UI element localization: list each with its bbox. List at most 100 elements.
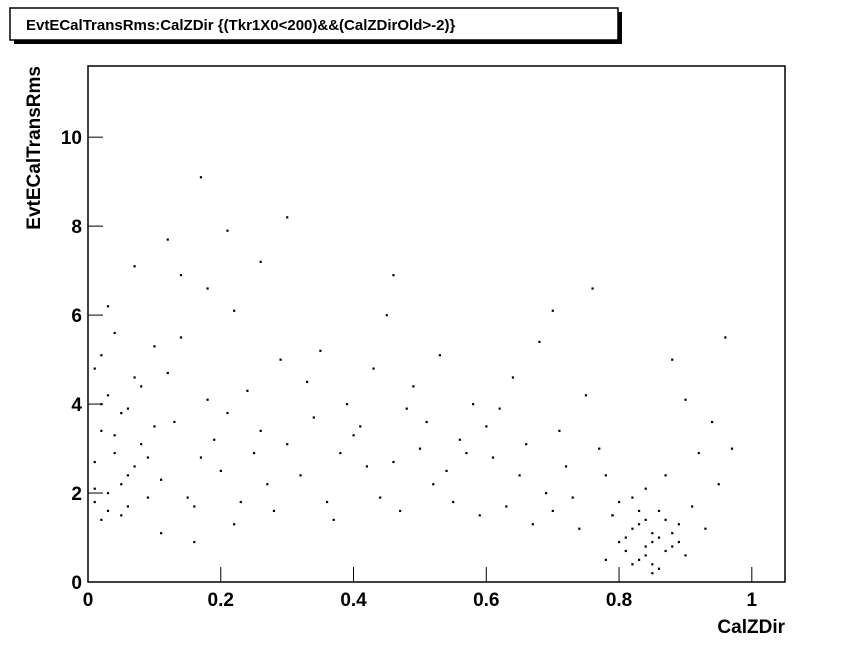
x-axis-label: CalZDir — [717, 617, 785, 638]
point — [259, 260, 262, 263]
point — [319, 349, 322, 352]
point — [618, 540, 621, 544]
point — [193, 540, 196, 544]
point — [233, 523, 236, 526]
x-tick-label: 0 — [83, 590, 94, 611]
point — [325, 500, 329, 504]
point — [525, 443, 528, 446]
point — [246, 389, 249, 392]
point — [392, 274, 395, 277]
point — [93, 460, 96, 464]
point — [100, 354, 103, 357]
point — [664, 549, 667, 553]
point — [120, 411, 123, 415]
point — [206, 287, 209, 290]
point — [153, 345, 156, 348]
title-box — [9, 7, 619, 41]
point — [644, 554, 647, 557]
chart-title: EvtECalTransRms:CalZDir {(Tkr1X0<200)&&(… — [26, 17, 455, 34]
y-tick-label: 6 — [71, 306, 82, 327]
point — [498, 407, 501, 410]
point — [618, 500, 621, 504]
point — [591, 287, 594, 290]
x-tick-label: 1 — [747, 590, 758, 611]
point — [153, 425, 156, 428]
point — [412, 385, 415, 388]
point — [657, 509, 661, 513]
point — [113, 434, 116, 437]
point — [717, 483, 720, 486]
point — [531, 523, 534, 526]
point — [644, 518, 647, 521]
point — [219, 469, 222, 472]
point — [624, 549, 627, 553]
point — [710, 420, 714, 424]
point — [100, 403, 103, 406]
point — [438, 354, 442, 357]
point — [146, 456, 149, 459]
point — [578, 527, 581, 530]
point — [671, 545, 674, 548]
point — [571, 496, 574, 499]
point — [226, 411, 229, 415]
point — [120, 514, 123, 517]
point — [379, 496, 382, 499]
point — [657, 567, 661, 570]
point — [398, 509, 402, 513]
point — [651, 540, 654, 544]
point — [598, 447, 601, 450]
point — [684, 554, 687, 557]
x-tick-label: 0.6 — [473, 590, 499, 611]
point — [472, 403, 475, 406]
plot-frame — [87, 65, 786, 583]
point — [551, 509, 554, 513]
point — [120, 483, 123, 486]
point — [697, 452, 700, 455]
point — [339, 452, 342, 455]
point — [677, 523, 680, 526]
point — [651, 563, 654, 566]
point — [664, 518, 667, 521]
point — [252, 452, 256, 455]
y-axis-label: EvtECalTransRms — [24, 66, 45, 230]
point — [372, 367, 375, 370]
point — [365, 465, 368, 468]
point — [644, 545, 647, 548]
point — [146, 496, 149, 499]
point — [173, 420, 176, 424]
point — [631, 527, 634, 530]
point — [100, 429, 103, 432]
point — [432, 483, 435, 486]
point — [186, 496, 189, 499]
point — [651, 532, 654, 535]
point — [584, 394, 588, 397]
point — [538, 340, 541, 343]
point — [657, 536, 661, 539]
point — [551, 309, 554, 312]
point — [345, 403, 349, 406]
point — [140, 443, 143, 446]
point — [671, 358, 674, 361]
x-tick-label: 0.8 — [606, 590, 632, 611]
point — [545, 492, 548, 495]
point — [359, 425, 362, 428]
point — [724, 336, 727, 339]
point — [199, 456, 203, 459]
point — [93, 367, 96, 370]
point — [671, 532, 674, 535]
point — [730, 447, 734, 450]
point — [100, 518, 103, 521]
point — [140, 385, 143, 388]
point — [259, 429, 262, 432]
point — [199, 176, 203, 179]
y-tick-label: 0 — [71, 573, 82, 594]
point — [133, 465, 136, 468]
point — [664, 474, 667, 477]
point — [491, 456, 495, 459]
point — [179, 274, 183, 277]
point — [558, 429, 561, 432]
point — [106, 305, 110, 308]
point — [677, 540, 680, 544]
y-tick-label: 4 — [71, 395, 82, 416]
